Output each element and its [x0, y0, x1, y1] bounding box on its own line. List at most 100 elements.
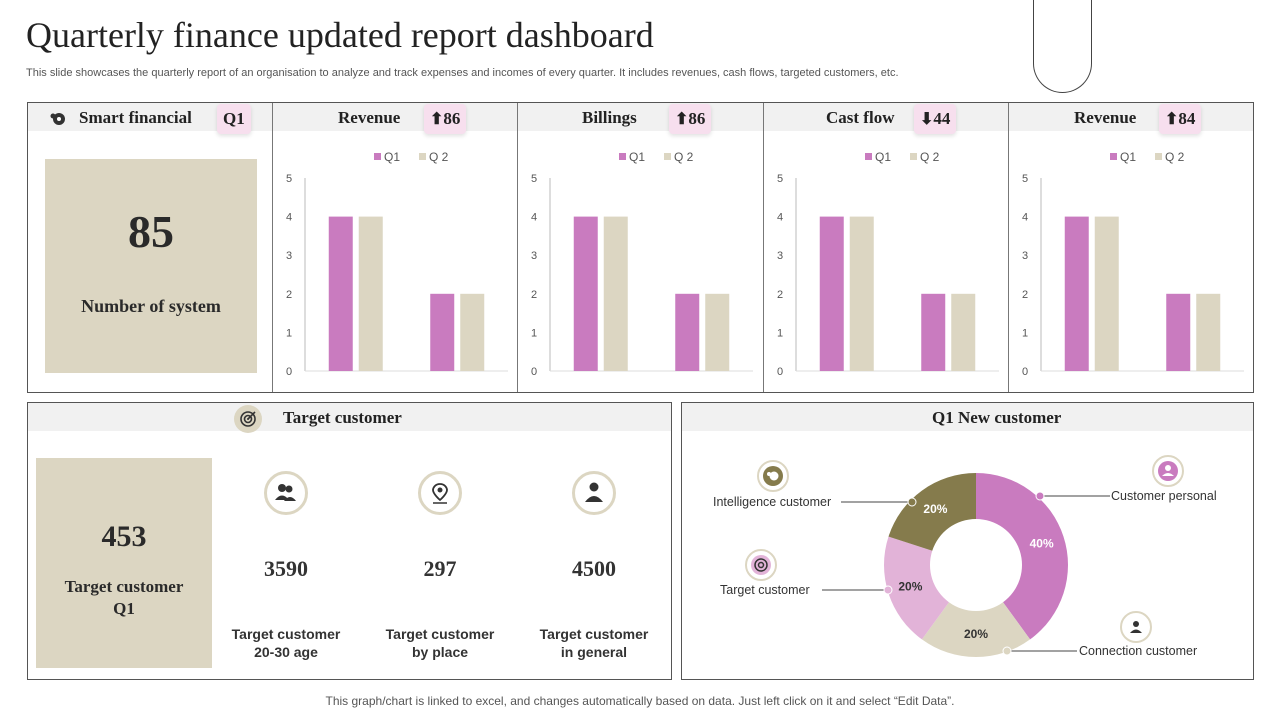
- target-age-value: 3590: [264, 556, 308, 581]
- top-panel: Smart financial Q1 85 Number of system R…: [27, 102, 1254, 393]
- customer-personal-label: Customer personal: [1111, 489, 1217, 503]
- new-customer-title: Q1 New customer: [932, 408, 1062, 427]
- y-tick-label: 4: [777, 212, 783, 224]
- head-gear-icon: [50, 113, 65, 125]
- y-tick-label: 1: [777, 327, 783, 339]
- bar-q1-1: [1166, 293, 1191, 371]
- target-header-strip: [28, 403, 671, 431]
- target-customer-title: Target customer: [283, 408, 402, 427]
- smart-financial-badge: Q1: [217, 104, 251, 134]
- legend-swatch-1: [910, 153, 917, 160]
- legend-label-1: Q 2: [429, 150, 449, 164]
- y-tick-label: 0: [286, 366, 292, 378]
- legend-swatch-1: [1155, 153, 1162, 160]
- chart-3-badge: ⬇44: [914, 104, 957, 134]
- legend-label-1: Q 2: [674, 150, 694, 164]
- leader-dot-0: [907, 497, 917, 507]
- page-title: Quarterly finance updated report dashboa…: [26, 15, 654, 55]
- donut-slice-0: [976, 473, 1068, 640]
- chart-legend: Q1 Q 2: [865, 150, 940, 164]
- legend-label-0: Q1: [384, 150, 400, 164]
- footer-note: This graph/chart is linked to excel, and…: [325, 694, 955, 708]
- target-col-place: 297 Target customer by place: [365, 403, 515, 679]
- separator-2: [517, 103, 518, 392]
- donut-slice-label-0: 40%: [1030, 537, 1054, 551]
- target-place-label-2: by place: [411, 644, 469, 660]
- y-tick-label: 5: [286, 173, 292, 185]
- target-customer-q1-card: 453 Target customer Q1: [36, 458, 212, 668]
- cash-flow-bar-chart: Q1 Q 2 0 1 2 3 4 5: [777, 150, 999, 378]
- legend-label-0: Q1: [875, 150, 891, 164]
- bar-q1-0: [819, 216, 844, 371]
- legend-label-1: Q 2: [1165, 150, 1185, 164]
- y-tick-label: 4: [286, 212, 292, 224]
- location-pin-icon: [418, 471, 462, 515]
- bar-q1-1: [430, 293, 455, 371]
- y-tick-label: 3: [1022, 250, 1028, 262]
- leader-dot-1: [1035, 491, 1045, 501]
- chart-legend: Q1 Q 2: [1110, 150, 1185, 164]
- target-place-label-1: Target customer: [385, 626, 495, 642]
- y-tick-label: 5: [1022, 173, 1028, 185]
- bar-q1-0: [328, 216, 353, 371]
- separator-3: [763, 103, 764, 392]
- target-icon: [234, 405, 262, 433]
- chart-3-title: Cast flow: [826, 108, 895, 127]
- y-tick-label: 2: [777, 289, 783, 301]
- leader-dot-3: [1002, 646, 1012, 656]
- y-tick-label: 3: [777, 250, 783, 262]
- smart-financial-label: Smart financial: [79, 108, 192, 127]
- target-general-label-2: in general: [560, 644, 628, 660]
- target-col-age: 3590 Target customer 20-30 age: [211, 403, 361, 679]
- y-tick-label: 0: [777, 366, 783, 378]
- separator-1: [272, 103, 273, 392]
- donut-slice-label-1: 20%: [964, 627, 988, 641]
- chart-1-title: Revenue: [338, 108, 401, 127]
- donut-slice-1: [921, 602, 1031, 657]
- y-tick-label: 2: [531, 289, 537, 301]
- intelligence-customer-label: Intelligence customer: [713, 495, 832, 509]
- bar-q1-0: [1064, 216, 1089, 371]
- legend-swatch-0: [619, 153, 626, 160]
- y-tick-label: 1: [1022, 327, 1028, 339]
- target-customer-icon: [745, 549, 777, 581]
- legend-label-0: Q1: [1120, 150, 1136, 164]
- chart-legend: Q1 Q 2: [374, 150, 449, 164]
- top-header-strip: [28, 103, 1253, 131]
- y-tick-label: 4: [531, 212, 537, 224]
- customer-personal-icon: [1152, 455, 1184, 487]
- page-subtitle: This slide showcases the quarterly repor…: [26, 67, 899, 79]
- bar-q1-1: [675, 293, 700, 371]
- bar-q2-1: [1196, 293, 1221, 371]
- number-of-system-card: 85 Number of system: [45, 159, 257, 373]
- chart-1-badge: ⬆86: [424, 104, 467, 134]
- intelligence-icon: [757, 460, 789, 492]
- donut-slice-label-3: 20%: [923, 502, 947, 516]
- legend-swatch-0: [865, 153, 872, 160]
- target-age-label-1: Target customer: [231, 626, 341, 642]
- chart-2-title: Billings: [582, 108, 637, 127]
- bar-q2-1: [705, 293, 730, 371]
- legend-label-0: Q1: [629, 150, 645, 164]
- legend-swatch-0: [374, 153, 381, 160]
- revenue-2-bar-chart: Q1 Q 2 0 1 2 3 4 5: [1022, 150, 1244, 378]
- users-icon: [264, 471, 308, 515]
- new-customer-panel: Q1 New customer 40% 20% 20% 20% Intelligenc…: [681, 402, 1254, 680]
- y-tick-label: 2: [1022, 289, 1028, 301]
- y-tick-label: 1: [286, 327, 292, 339]
- y-tick-label: 3: [531, 250, 537, 262]
- target-customer-q1-label: Target customer: [64, 577, 184, 596]
- revenue-bar-chart: Q1 Q 2 0 1 2 3 4 5: [286, 150, 508, 378]
- donut-slice-3: [888, 473, 976, 551]
- target-general-value: 4500: [572, 556, 616, 581]
- legend-swatch-1: [664, 153, 671, 160]
- new-customer-header-strip: [682, 403, 1253, 431]
- y-tick-label: 1: [531, 327, 537, 339]
- legend-label-1: Q 2: [920, 150, 940, 164]
- number-of-system-value: 85: [128, 206, 174, 257]
- y-tick-label: 4: [1022, 212, 1028, 224]
- bar-q1-1: [921, 293, 946, 371]
- target-col-general: 4500 Target customer in general: [519, 403, 669, 679]
- person-icon: [572, 471, 616, 515]
- target-customer-q1-value: 453: [101, 520, 147, 553]
